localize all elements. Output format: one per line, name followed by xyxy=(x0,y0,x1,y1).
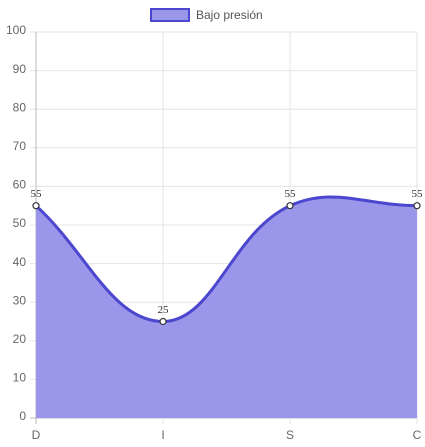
data-label: 55 xyxy=(31,188,43,200)
point xyxy=(413,202,421,210)
data-label: 55 xyxy=(412,188,424,200)
line xyxy=(34,195,418,324)
point xyxy=(32,202,40,210)
x-tick-label: C xyxy=(413,428,422,442)
y-tick-label: 10 xyxy=(13,371,27,385)
y-tick-label: 100 xyxy=(6,23,26,37)
y-tick-label: 90 xyxy=(13,62,27,76)
y-tick-label: 80 xyxy=(13,100,27,114)
x-tick-label: S xyxy=(286,428,294,442)
y-tick-label: 60 xyxy=(13,178,27,192)
y-tick-label: 50 xyxy=(13,216,27,230)
area xyxy=(36,196,417,418)
data-label: 55 xyxy=(285,188,297,200)
y-tick-label: 40 xyxy=(13,255,27,269)
point xyxy=(159,317,167,326)
y-tick-label: 0 xyxy=(19,409,26,423)
x-tick-label: D xyxy=(32,428,41,442)
x-tick-label: I xyxy=(161,428,164,442)
y-tick-label: 20 xyxy=(13,332,27,346)
y-tick-label: 30 xyxy=(13,293,27,307)
legend-swatch[interactable] xyxy=(150,8,190,22)
data-label: 25 xyxy=(158,304,170,316)
y-tick-label: 70 xyxy=(13,139,27,153)
legend-label[interactable]: Bajo presión xyxy=(196,8,263,22)
point xyxy=(286,202,294,210)
